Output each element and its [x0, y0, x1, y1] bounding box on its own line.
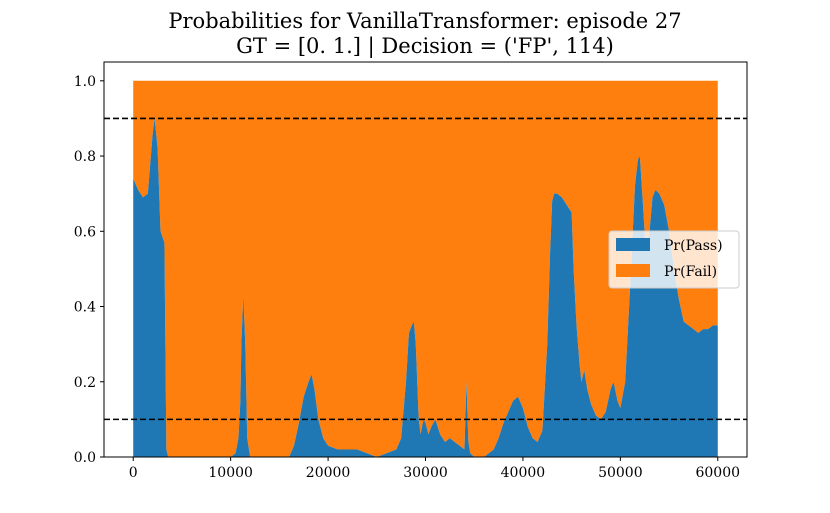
legend-swatch-pass [616, 238, 650, 251]
series-area-fail [133, 80, 718, 458]
x-tick-label: 40000 [501, 465, 546, 481]
series-area-pass [133, 118, 718, 457]
x-tick-label: 0 [129, 465, 138, 481]
legend-swatch-fail [616, 264, 650, 277]
plot-area [104, 80, 747, 458]
x-tick-label: 60000 [695, 465, 740, 481]
x-tick-label: 20000 [306, 465, 351, 481]
y-tick-label: 0.4 [74, 300, 96, 316]
y-tick-label: 0.8 [74, 149, 96, 165]
y-tick-label: 1.0 [74, 74, 96, 90]
x-tick-label: 10000 [208, 465, 253, 481]
y-tick-label: 0.2 [74, 375, 96, 391]
x-tick-label: 30000 [403, 465, 448, 481]
axes: 0 10000 20000 30000 40000 50000 60000 0.0 0.2 0.4… [74, 61, 748, 481]
chart-title-line2: GT = [0. 1.] | Decision = ('FP', 114) [236, 34, 614, 59]
y-tick-label: 0.0 [74, 450, 96, 466]
chart-title-line1: Probabilities for VanillaTransformer: ep… [168, 9, 681, 33]
legend: Pr(Pass) Pr(Fail) [608, 230, 740, 289]
y-tick-label: 0.6 [74, 224, 96, 240]
legend-label-fail: Pr(Fail) [664, 264, 717, 280]
x-tick-label: 50000 [598, 465, 643, 481]
legend-label-pass: Pr(Pass) [664, 238, 723, 254]
